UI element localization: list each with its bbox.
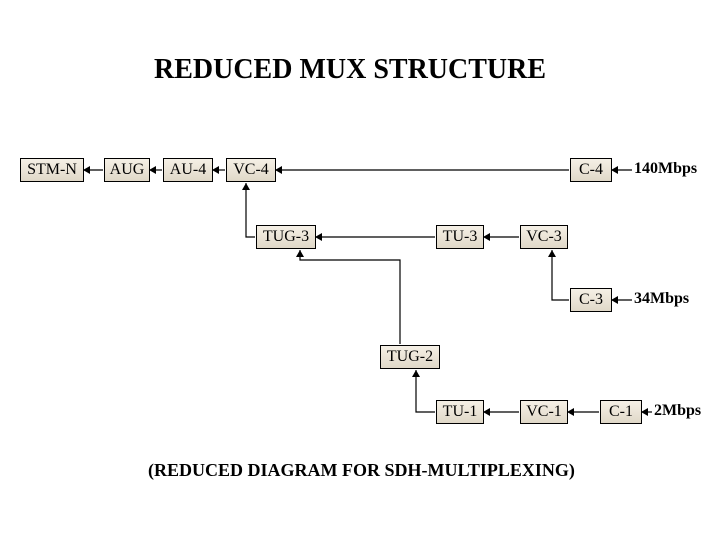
- edges-layer: [0, 0, 720, 540]
